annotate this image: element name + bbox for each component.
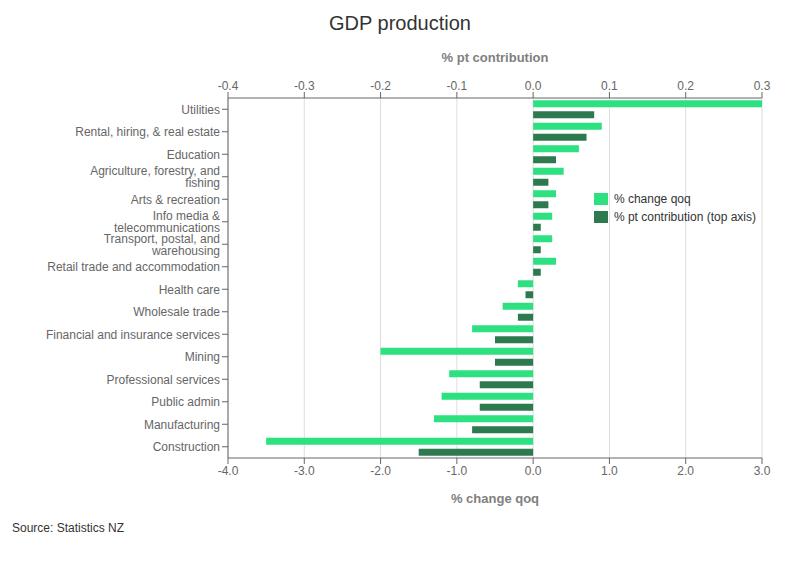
html-text:GDP production: GDP production (329, 12, 471, 34)
svg-text:-0.4: -0.4 (218, 79, 239, 93)
html-text:telecommunications: telecommunications (113, 221, 220, 235)
svg-text:% pt contribution: % pt contribution (442, 50, 549, 65)
svg-text:% change qoq: % change qoq (451, 491, 539, 506)
svg-text:Arts & recreation: Arts & recreation (131, 193, 220, 207)
html-text:% pt contribution (top axis): % pt contribution (top axis) (613, 210, 756, 224)
svg-text:0.1: 0.1 (601, 79, 618, 93)
svg-text:0.3: 0.3 (754, 79, 771, 93)
svg-text:-0.2: -0.2 (370, 79, 391, 93)
svg-text:Transport, postal, andwarehous: Transport, postal, andwarehousing (104, 232, 220, 258)
svg-text:Financial and insurance servic: Financial and insurance services (46, 328, 220, 342)
svg-text:-3.0: -3.0 (294, 464, 315, 478)
svg-text:Utilities: Utilities (181, 103, 220, 117)
svg-text:Health care: Health care (159, 283, 221, 297)
svg-text:Retail trade and accommodation: Retail trade and accommodation (47, 260, 220, 274)
svg-text:Wholesale trade: Wholesale trade (133, 305, 220, 319)
svg-text:Agriculture, forestry, andfish: Agriculture, forestry, andfishing (90, 164, 220, 190)
svg-text:-0.1: -0.1 (447, 79, 468, 93)
svg-text:3.0: 3.0 (754, 464, 771, 478)
svg-text:Construction: Construction (153, 440, 220, 454)
svg-text:2.0: 2.0 (677, 464, 694, 478)
svg-text:Rental, hiring, & real estate: Rental, hiring, & real estate (75, 125, 220, 139)
svg-text:-1.0: -1.0 (447, 464, 468, 478)
svg-text:Education: Education (167, 148, 220, 162)
html-text:% change qoq: % change qoq (613, 192, 691, 206)
svg-text:1.0: 1.0 (601, 464, 618, 478)
svg-text:-4.0: -4.0 (218, 464, 239, 478)
html-text:Info media &: Info media & (152, 209, 220, 223)
svg-text:-2.0: -2.0 (370, 464, 391, 478)
svg-text:Public admin: Public admin (151, 395, 220, 409)
svg-text:-0.3: -0.3 (294, 79, 315, 93)
svg-text:0.0: 0.0 (525, 79, 542, 93)
svg-text:0.2: 0.2 (677, 79, 694, 93)
svg-text:0.0: 0.0 (525, 464, 542, 478)
svg-text:Manufacturing: Manufacturing (144, 418, 220, 432)
html-text:Source: Statistics NZ: Source: Statistics NZ (12, 521, 124, 535)
svg-text:Mining: Mining (185, 350, 220, 364)
svg-text:Professional services: Professional services (107, 373, 220, 387)
